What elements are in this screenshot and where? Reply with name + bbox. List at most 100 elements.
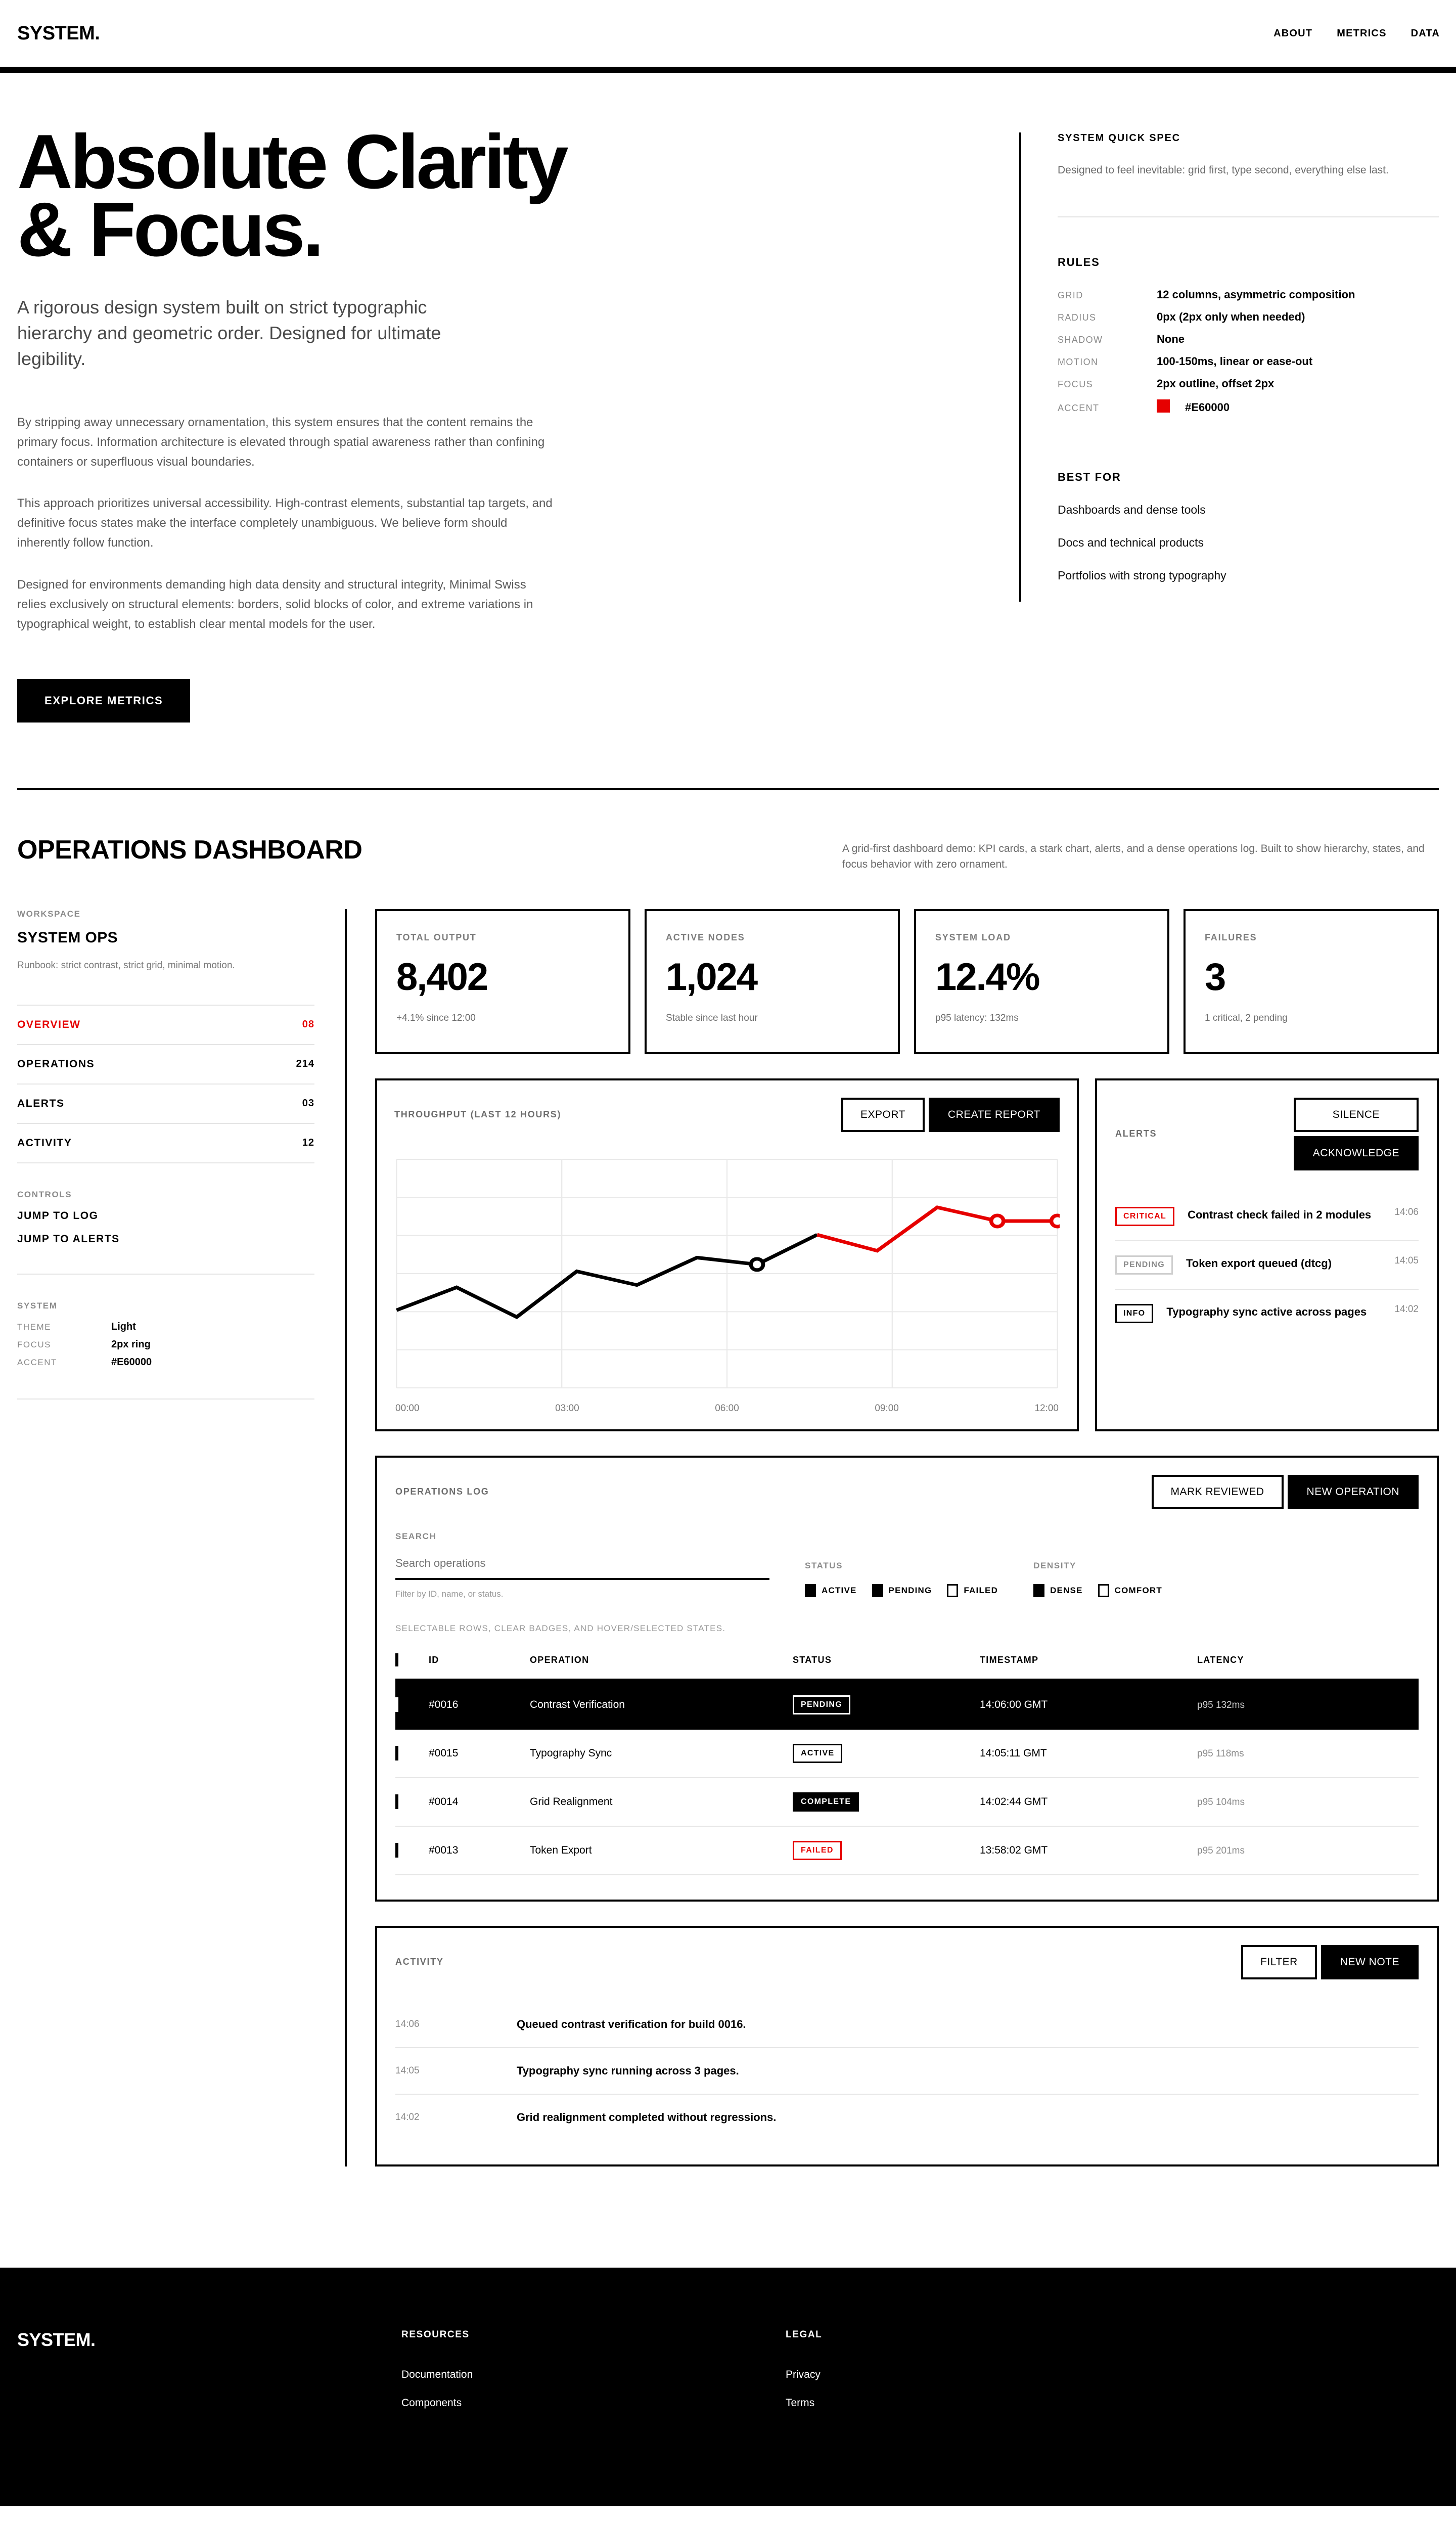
alerts-panel: ALERTS SILENCE ACKNOWLEDGE CRITICAL Cont… [1095,1078,1439,1431]
alerts-toolbar: ALERTS SILENCE ACKNOWLEDGE [1115,1097,1419,1170]
rule-value-accent: #E60000 [1157,399,1230,414]
nav-link-about[interactable]: ABOUT [1273,27,1313,39]
new-note-button[interactable]: NEW NOTE [1321,1945,1419,1979]
density-filter-group: DENSITY DENSE COMFORT [1033,1531,1162,1597]
activity-item[interactable]: 14:05 Typography sync running across 3 p… [395,2048,1419,2095]
alert-item-info[interactable]: INFO Typography sync active across pages… [1115,1290,1419,1337]
row-id: #0016 [429,1680,530,1730]
sidebar-item-operations[interactable]: OPERATIONS 214 [17,1045,314,1085]
footer-link-components[interactable]: Components [401,2397,462,2409]
rule-key: FOCUS [1058,379,1093,389]
column-status[interactable]: STATUS [793,1654,980,1681]
footer-column-title: RESOURCES [401,2329,470,2340]
table-row[interactable]: #0013 Token Export FAILED 13:58:02 GMT p… [395,1826,1419,1875]
footer-brand: SYSTEM. [17,2329,96,2350]
status-badge: ACTIVE [793,1743,843,1763]
brand-logo[interactable]: SYSTEM. [17,22,100,44]
select-all-checkbox-icon[interactable] [395,1653,398,1666]
row-id: #0015 [429,1729,530,1778]
checkbox-density-comfort[interactable]: COMFORT [1098,1584,1162,1597]
checkbox-status-failed[interactable]: FAILED [947,1584,998,1597]
new-operation-button[interactable]: NEW OPERATION [1287,1474,1419,1509]
table-row[interactable]: #0014 Grid Realignment COMPLETE 14:02:44… [395,1777,1419,1827]
spec-kicker: SYSTEM QUICK SPEC [1058,132,1180,144]
best-for-item: Dashboards and dense tools [1058,503,1206,516]
acknowledge-button[interactable]: ACKNOWLEDGE [1293,1136,1419,1170]
search-input[interactable] [395,1554,769,1580]
alert-item-critical[interactable]: CRITICAL Contrast check failed in 2 modu… [1115,1193,1419,1241]
checkbox-status-active[interactable]: ACTIVE [805,1584,857,1597]
row-select-cell[interactable] [395,1826,429,1875]
system-value: 2px ring [111,1338,151,1350]
row-checkbox-icon[interactable] [395,1697,398,1712]
activity-text: Typography sync running across 3 pages. [517,2064,739,2077]
row-select-cell[interactable] [395,1680,429,1730]
sidebar-divider [17,1398,314,1400]
throughput-chart-panel: THROUGHPUT (LAST 12 HOURS) EXPORT CREATE… [375,1078,1079,1431]
log-buttons: MARK REVIEWED NEW OPERATION [1151,1474,1419,1509]
kpi-label: TOTAL OUTPUT [396,932,477,942]
row-select-cell[interactable] [395,1777,429,1827]
kpi-card-failures: FAILURES 3 1 critical, 2 pending [1184,909,1439,1054]
kpi-delta: +4.1% since 12:00 [396,1012,476,1023]
kpi-card-active-nodes: ACTIVE NODES 1,024 Stable since last hou… [645,909,900,1054]
table-row[interactable]: #0015 Typography Sync ACTIVE 14:05:11 GM… [395,1729,1419,1778]
nav-link-metrics[interactable]: METRICS [1337,27,1387,39]
row-checkbox-icon[interactable] [395,1745,398,1760]
throughput-line-chart [395,1158,1060,1388]
status-filter-list: ACTIVE PENDING FAILED [805,1584,998,1597]
export-button[interactable]: EXPORT [841,1097,925,1132]
row-timestamp: 14:06:00 GMT [980,1680,1197,1730]
chart-alerts-row: THROUGHPUT (LAST 12 HOURS) EXPORT CREATE… [375,1078,1439,1431]
rule-key: SHADOW [1058,334,1103,345]
explore-metrics-button[interactable]: EXPLORE METRICS [17,679,191,723]
operations-log-title: OPERATIONS LOG [395,1486,489,1497]
activity-time: 14:05 [395,2065,420,2076]
rule-value: 100-150ms, linear or ease-out [1157,354,1313,368]
silence-button[interactable]: SILENCE [1293,1097,1419,1132]
column-operation[interactable]: OPERATION [530,1654,793,1681]
row-latency: p95 201ms [1197,1845,1245,1856]
x-tick-label: 03:00 [555,1403,579,1414]
row-id: #0014 [429,1777,530,1827]
column-timestamp[interactable]: TIMESTAMP [980,1654,1197,1681]
site-header: SYSTEM. ABOUT METRICS DATA [0,0,1456,73]
row-checkbox-icon[interactable] [395,1842,398,1858]
row-checkbox-icon[interactable] [395,1794,398,1809]
hero-paragraph-3: Designed for environments demanding high… [17,578,533,631]
rule-value: None [1157,332,1185,345]
column-id[interactable]: ID [429,1654,530,1681]
jump-to-log-link[interactable]: JUMP TO LOG [17,1209,99,1222]
footer-link-documentation[interactable]: Documentation [401,2368,473,2380]
row-select-cell[interactable] [395,1729,429,1778]
kpi-delta: 1 critical, 2 pending [1205,1012,1288,1023]
alert-item-pending[interactable]: PENDING Token export queued (dtcg) 14:05 [1115,1241,1419,1290]
footer-link-terms[interactable]: Terms [786,2397,815,2409]
jump-to-alerts-link[interactable]: JUMP TO ALERTS [17,1233,120,1245]
checkbox-density-dense[interactable]: DENSE [1033,1584,1083,1597]
chart-buttons: EXPORT CREATE REPORT [841,1097,1060,1132]
footer-column-title: LEGAL [786,2329,823,2340]
sidebar-item-activity[interactable]: ACTIVITY 12 [17,1124,314,1163]
create-report-button[interactable]: CREATE REPORT [928,1097,1060,1132]
operations-log-panel: OPERATIONS LOG MARK REVIEWED NEW OPERATI… [375,1455,1439,1902]
chart-x-axis: 00:00 03:00 06:00 09:00 12:00 [394,1403,1060,1414]
rule-row-accent: ACCENT #E60000 [1058,399,1439,414]
status-badge: COMPLETE [793,1792,859,1812]
system-key: ACCENT [17,1357,57,1367]
column-latency[interactable]: LATENCY [1197,1654,1419,1681]
alert-time: 14:06 [1394,1206,1419,1217]
kpi-label: FAILURES [1205,932,1257,942]
sidebar-item-overview[interactable]: OVERVIEW 08 [17,1006,314,1045]
activity-item[interactable]: 14:02 Grid realignment completed without… [395,2095,1419,2140]
nav-link-data[interactable]: DATA [1410,27,1440,39]
mark-reviewed-button[interactable]: MARK REVIEWED [1151,1474,1284,1509]
checkbox-label: DENSE [1050,1585,1083,1595]
filter-button[interactable]: FILTER [1241,1945,1317,1979]
sidebar-item-alerts[interactable]: ALERTS 03 [17,1085,314,1124]
checkbox-status-pending[interactable]: PENDING [872,1584,932,1597]
footer-link-privacy[interactable]: Privacy [786,2368,821,2380]
sidebar-item-count: 03 [302,1098,314,1109]
activity-item[interactable]: 14:06 Queued contrast verification for b… [395,2002,1419,2048]
table-row[interactable]: #0016 Contrast Verification PENDING 14:0… [395,1680,1419,1730]
